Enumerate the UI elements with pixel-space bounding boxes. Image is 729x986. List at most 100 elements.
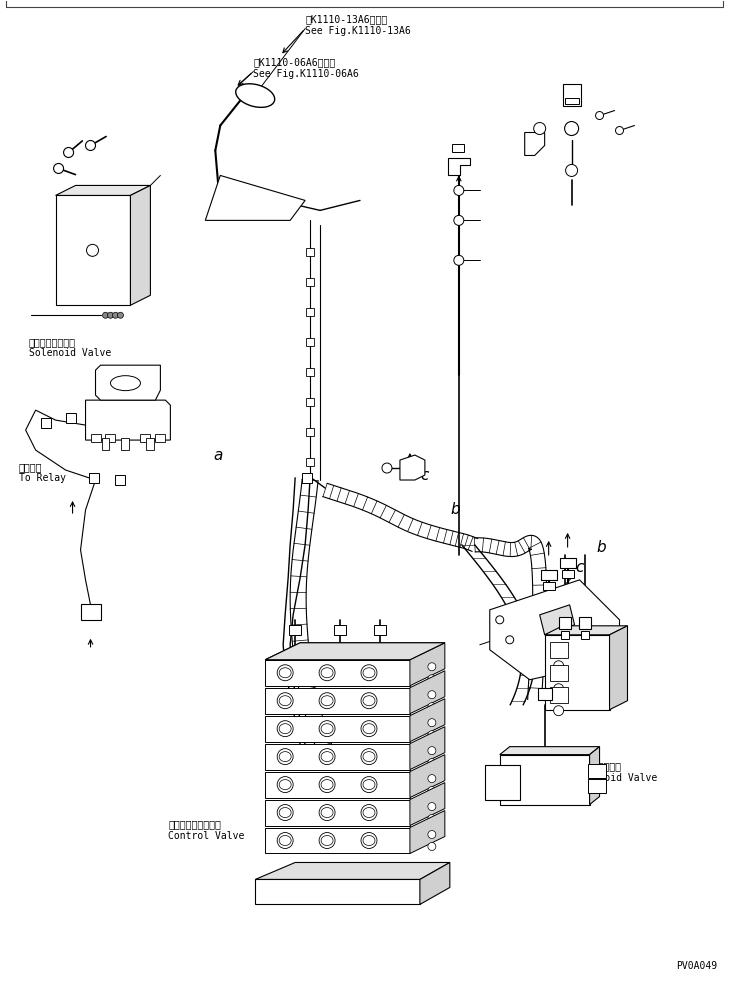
- Circle shape: [319, 832, 335, 849]
- Bar: [229, 198, 241, 208]
- Bar: [558, 617, 571, 629]
- Bar: [538, 687, 552, 700]
- Circle shape: [361, 665, 377, 680]
- Bar: [588, 763, 606, 778]
- Bar: [565, 98, 579, 104]
- Circle shape: [550, 651, 558, 659]
- Circle shape: [277, 777, 293, 793]
- Bar: [88, 473, 98, 483]
- Text: ソレノイドバルブ: ソレノイドバルブ: [574, 761, 622, 772]
- Ellipse shape: [235, 84, 275, 107]
- Circle shape: [428, 691, 436, 699]
- Circle shape: [361, 777, 377, 793]
- Circle shape: [566, 165, 577, 176]
- Bar: [563, 84, 580, 106]
- Polygon shape: [545, 635, 609, 710]
- Polygon shape: [265, 660, 410, 685]
- Circle shape: [319, 748, 335, 764]
- Circle shape: [496, 616, 504, 624]
- Ellipse shape: [363, 835, 375, 846]
- Circle shape: [565, 121, 579, 135]
- Circle shape: [361, 693, 377, 709]
- Polygon shape: [490, 580, 620, 679]
- Bar: [106, 434, 115, 442]
- Polygon shape: [95, 365, 160, 400]
- Ellipse shape: [279, 724, 291, 734]
- Circle shape: [277, 665, 293, 680]
- Circle shape: [615, 126, 623, 134]
- Polygon shape: [265, 743, 410, 770]
- Bar: [452, 145, 464, 153]
- Polygon shape: [130, 185, 150, 306]
- Bar: [289, 625, 301, 635]
- Circle shape: [428, 775, 436, 783]
- Bar: [122, 438, 130, 450]
- Polygon shape: [265, 687, 410, 714]
- Bar: [90, 434, 101, 442]
- Circle shape: [87, 245, 98, 256]
- Bar: [141, 434, 150, 442]
- Circle shape: [103, 313, 109, 318]
- Bar: [306, 428, 314, 436]
- Text: Control Valve: Control Valve: [168, 830, 245, 840]
- Ellipse shape: [363, 668, 375, 677]
- Polygon shape: [500, 754, 590, 805]
- Bar: [542, 582, 555, 590]
- Text: b: b: [450, 503, 460, 518]
- Polygon shape: [55, 185, 150, 195]
- Text: ソレノイドバルブ: ソレノイドバルブ: [28, 337, 76, 347]
- Ellipse shape: [321, 835, 333, 846]
- Text: To Relay: To Relay: [19, 473, 66, 483]
- Circle shape: [54, 164, 63, 174]
- Bar: [561, 570, 574, 578]
- Circle shape: [382, 463, 392, 473]
- Bar: [306, 458, 314, 466]
- Bar: [550, 665, 568, 680]
- Ellipse shape: [321, 808, 333, 817]
- Polygon shape: [410, 783, 445, 825]
- Text: b: b: [597, 540, 607, 555]
- Bar: [306, 278, 314, 286]
- Polygon shape: [448, 159, 469, 176]
- Ellipse shape: [279, 835, 291, 846]
- Bar: [243, 198, 255, 208]
- Circle shape: [277, 832, 293, 849]
- Circle shape: [277, 805, 293, 820]
- Bar: [306, 309, 314, 317]
- Circle shape: [319, 665, 335, 680]
- Circle shape: [428, 830, 436, 838]
- Text: コントロールバルブ: コントロールバルブ: [168, 819, 221, 829]
- Text: c: c: [575, 560, 584, 576]
- Ellipse shape: [279, 668, 291, 677]
- Text: a: a: [214, 448, 223, 462]
- Circle shape: [361, 748, 377, 764]
- Polygon shape: [590, 746, 599, 805]
- Ellipse shape: [321, 724, 333, 734]
- Circle shape: [319, 805, 335, 820]
- Bar: [66, 413, 76, 423]
- Polygon shape: [400, 456, 425, 480]
- Text: Solenoid Valve: Solenoid Valve: [28, 348, 111, 358]
- Polygon shape: [485, 764, 520, 800]
- Polygon shape: [85, 400, 171, 440]
- Circle shape: [277, 721, 293, 737]
- Circle shape: [117, 313, 123, 318]
- Bar: [560, 558, 576, 568]
- Polygon shape: [255, 863, 450, 880]
- Ellipse shape: [363, 724, 375, 734]
- Text: 第K1110-13A6図参照: 第K1110-13A6図参照: [305, 15, 387, 25]
- Ellipse shape: [279, 751, 291, 761]
- Circle shape: [506, 636, 514, 644]
- Ellipse shape: [363, 808, 375, 817]
- Bar: [550, 642, 568, 658]
- Ellipse shape: [321, 668, 333, 677]
- Bar: [306, 368, 314, 377]
- Polygon shape: [609, 626, 628, 710]
- Polygon shape: [55, 195, 130, 306]
- Circle shape: [428, 814, 436, 822]
- Polygon shape: [265, 643, 445, 660]
- Circle shape: [361, 832, 377, 849]
- Circle shape: [428, 746, 436, 754]
- Bar: [41, 418, 50, 428]
- Bar: [550, 686, 568, 703]
